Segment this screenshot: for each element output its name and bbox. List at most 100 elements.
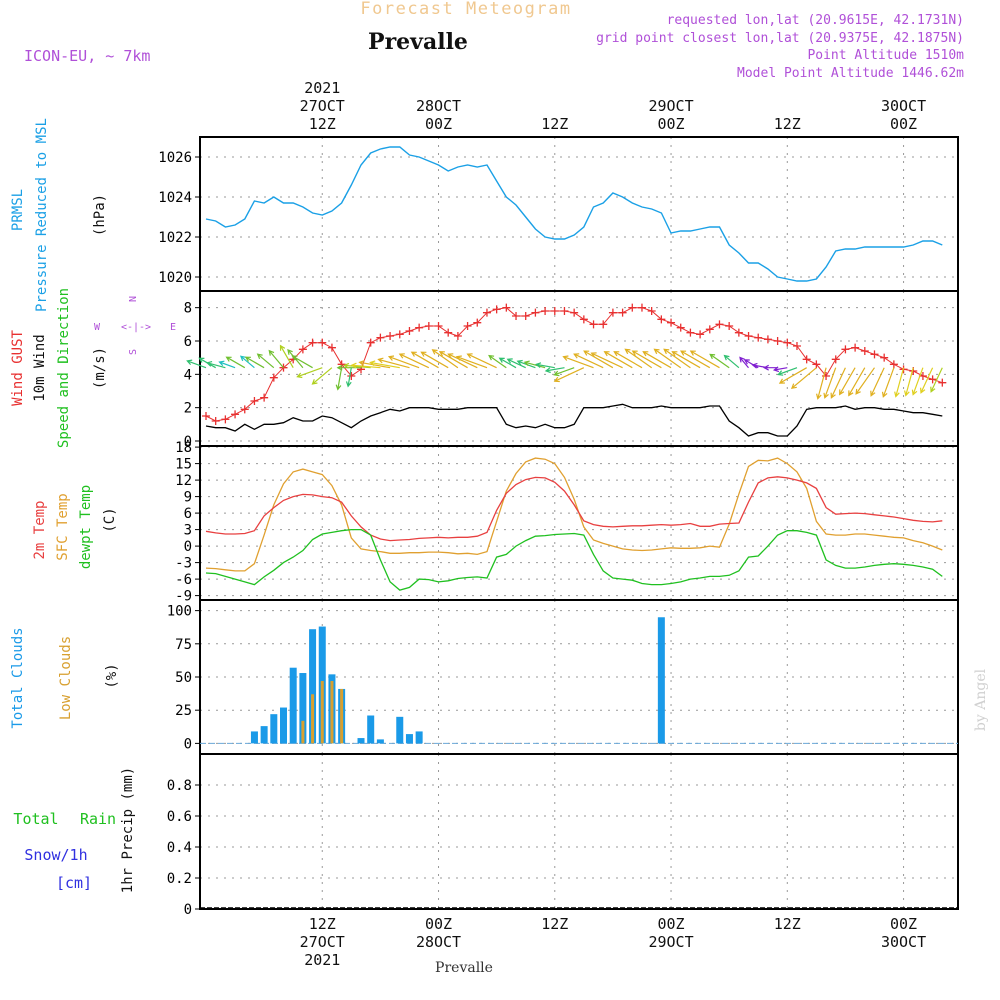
wind-arrow [387,355,420,369]
time-label-bottom-axis-0-1: 27OCT [300,933,345,951]
wind-arrow [438,351,468,369]
y-tick-label-1-2: 4 [184,367,192,383]
gust-marker [463,322,472,330]
y-tick-label-2-0: -9 [175,589,192,605]
gust-marker [763,335,772,344]
y-tick-label-3-2: 50 [175,670,192,686]
y-tick-label-2-6: 9 [184,490,192,506]
y-tick-label-3-1: 25 [175,703,192,719]
wind-arrow [653,348,682,369]
wind-arrow [523,360,546,369]
total-cloud-bar [289,667,297,744]
y-tick-label-3-4: 100 [167,604,192,620]
y-tick-label-0-3: 1026 [158,150,192,166]
wind-arrow [870,367,885,397]
gust-marker [541,307,550,315]
time-label-top-axis-3-0: 29OCT [648,97,693,115]
total-cloud-bar [299,673,307,744]
gust-marker [696,330,705,339]
wind-arrow [642,351,672,369]
gust-marker [318,338,327,347]
total-cloud-bar [657,617,665,744]
panel-4: 0 0.2 0.4 0.6 0.8 [167,753,959,918]
panels: 102010221024102602468-9-6-30369121518025… [158,136,959,918]
wind-arrow [287,348,304,369]
t2m-temp-line [205,476,943,542]
temp-labels: 2m Temp SFC Temp dewpt Temp (C) [32,485,118,569]
time-label-top-axis-4-0: 12Z [774,115,801,133]
wind-arrow [488,354,507,369]
rain-label-b: Rain [80,810,116,828]
y-tick-label-0-1: 1022 [158,230,192,246]
pressure-unit: (hPa) [92,194,108,236]
total-cloud-bar [280,707,288,744]
panel-3: 0 25 50 75 100 [167,599,959,755]
gust-marker [657,315,666,324]
wind-gust-line [205,307,943,422]
wind-arrow [911,367,924,396]
gust-marker [327,343,336,352]
gust-marker [928,375,937,384]
gust-marker [366,338,375,347]
gust-marker [512,312,521,320]
gust-marker [415,323,424,332]
gust-marker [676,323,685,332]
wind-arrow [583,350,614,369]
y-tick-label-4-2: 0.4 [167,840,192,856]
gust-marker [754,333,763,342]
dewpt-temp-line [205,528,943,591]
gust-marker [860,347,869,355]
y-tick-label-2-8: 15 [175,457,192,473]
wind-arrow [447,353,478,369]
snow-unit: [cm] [56,874,92,892]
total-cloud-label: Total Clouds [10,627,26,728]
pressure-label-1: PRMSL [10,189,26,231]
gust-marker [589,320,598,329]
wind-arrow [778,367,807,384]
y-tick-label-1-0: 0 [184,434,192,450]
wind-arrow [410,351,439,369]
t2m-label: 2m Temp [32,500,48,559]
gust-marker [453,332,462,340]
wind-arrow [377,357,410,369]
wind-arrow [506,358,526,369]
gust-marker [608,308,617,317]
wind-arrow [739,356,749,369]
y-tick-label-3-3: 75 [175,637,192,653]
wind-unit: (m/s) [92,347,108,389]
panel-0: 1020 1022 1024 1026 [158,136,959,292]
gust-marker [298,345,307,354]
y-tick-label-2-4: 3 [184,523,192,539]
wind-arrow [689,350,720,369]
wind-arrow [553,367,575,377]
gust-marker [337,360,346,369]
wind-arrow [244,356,265,369]
gust-marker [424,322,433,330]
gust-marker [221,415,230,424]
time-label-bottom-axis-5-0: 00Z [890,915,917,933]
gust-marker [395,330,404,339]
gust-marker [744,332,753,340]
gust-marker [851,343,860,352]
gust-marker [444,328,453,337]
low-cloud-bar [301,720,305,744]
wind-arrow [369,360,400,369]
y-tick-label-4-4: 0.8 [167,778,192,794]
gust-marker [405,327,414,335]
wind-arrow [562,355,594,369]
sfc-temp-line [205,457,943,572]
total-cloud-bar [270,714,278,744]
gust-marker [308,338,317,347]
time-label-bottom-axis-0-2: 2021 [304,951,340,969]
wind-arrow [358,360,391,369]
snow-label: Snow/1h [24,846,87,864]
gust-marker [434,322,443,330]
credit: by Angel [973,668,989,731]
wind-arrow [904,367,914,397]
requested-coords: requested lon,lat (20.9615E, 42.1731N) [667,13,964,28]
wind-arrow [930,367,943,393]
wind-arrow [350,362,381,369]
wind-arrow [631,350,662,369]
y-tick-label-1-1: 2 [184,401,192,417]
time-label-top-axis-0-2: 12Z [309,115,336,133]
